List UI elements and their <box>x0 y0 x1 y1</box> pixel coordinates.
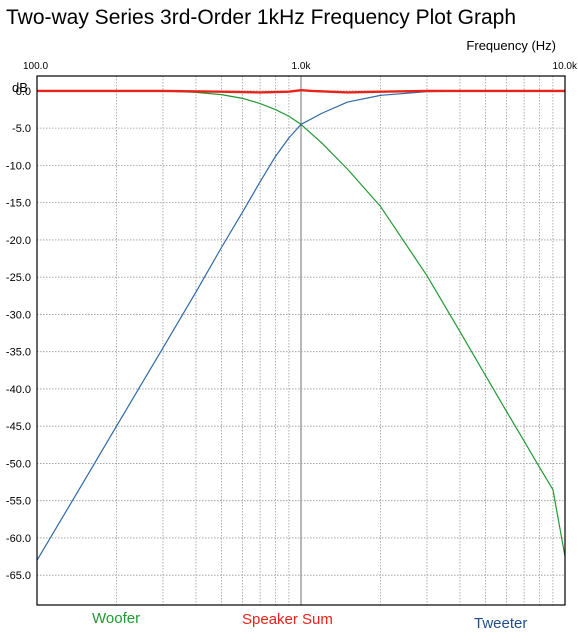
x-tick-label: 100.0 <box>23 61 48 72</box>
y-tick-label: -5.0 <box>12 123 31 135</box>
y-tick-label: -55.0 <box>6 496 31 508</box>
x-tick-label: 10.0k <box>553 61 578 72</box>
y-tick-label: -50.0 <box>6 458 31 470</box>
tweeter-curve <box>36 90 565 561</box>
y-tick-label: -25.0 <box>6 272 31 284</box>
y-tick-label: -20.0 <box>6 235 31 247</box>
y-tick-label: -60.0 <box>6 533 31 545</box>
y-tick-label: -40.0 <box>6 384 31 396</box>
y-tick-label: -15.0 <box>6 198 31 210</box>
y-tick-label: -35.0 <box>6 347 31 359</box>
speaker-sum-curve <box>37 88 565 94</box>
y-tick-label: 0.0 <box>16 86 31 98</box>
legend-woofer: Woofer <box>92 610 141 627</box>
y-tick-label: -65.0 <box>6 570 31 582</box>
woofer-curve <box>37 90 566 557</box>
y-tick-label: -45.0 <box>6 421 31 433</box>
y-tick-label: -10.0 <box>6 160 31 172</box>
legend-speaker-sum: Speaker Sum <box>242 611 333 628</box>
y-tick-label: -30.0 <box>6 309 31 321</box>
x-axis-label: Frequency (Hz) <box>466 38 556 53</box>
y-axis-label: dB <box>12 80 28 95</box>
chart-title: Two-way Series 3rd-Order 1kHz Frequency … <box>6 6 517 29</box>
x-tick-label: 1.0k <box>292 61 312 72</box>
legend-tweeter: Tweeter <box>474 615 528 632</box>
plot-frame <box>36 75 566 606</box>
